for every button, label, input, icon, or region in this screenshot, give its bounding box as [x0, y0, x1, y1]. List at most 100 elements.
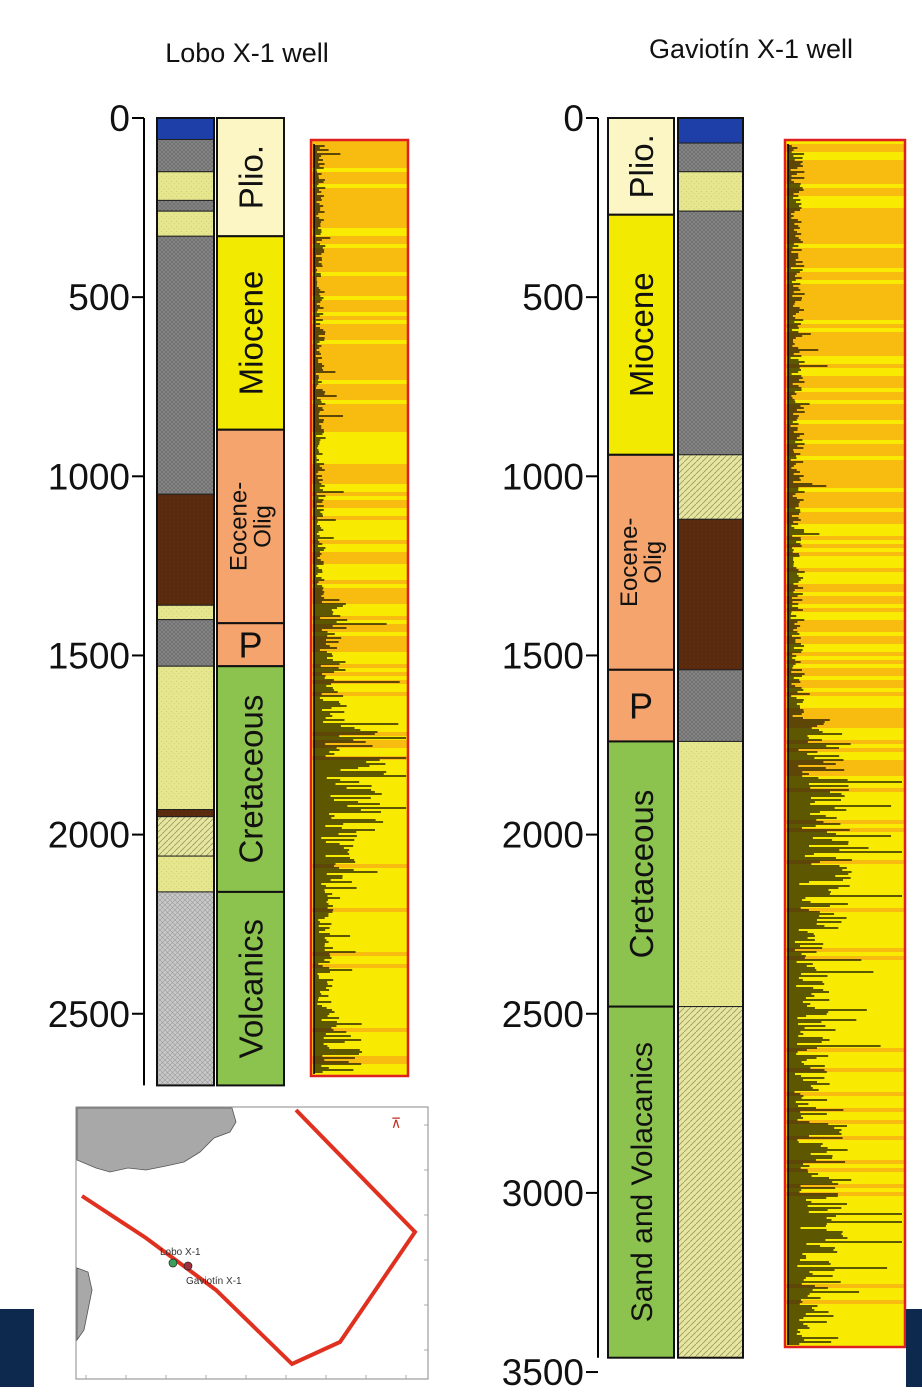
log-shading-band: [785, 168, 905, 172]
log-shading-band: [785, 300, 905, 304]
log-shading-band: [785, 660, 905, 664]
log-shading-band: [785, 332, 905, 336]
depth-tick-label: 1000: [48, 456, 130, 497]
log-shading-band: [785, 276, 905, 280]
log-shading-band: [311, 648, 408, 652]
log-shading-band: [311, 592, 408, 596]
log-shading-band: [311, 540, 408, 544]
log-shading-band: [311, 236, 408, 240]
north-arrow-icon: ⊼: [391, 1115, 401, 1131]
depth-tick-label: 500: [522, 277, 584, 318]
log-shading-band: [311, 404, 408, 408]
log-shading-band: [311, 204, 408, 208]
log-shading-band: [311, 224, 408, 228]
log-shading-band: [311, 596, 408, 600]
age-label-line: Cretaceous: [623, 790, 660, 959]
log-shading-band: [311, 412, 408, 416]
log-shading-band: [311, 332, 408, 336]
age-label-line: Eocene-: [226, 482, 253, 571]
log-shading-band: [311, 188, 408, 192]
log-shading-band: [311, 352, 408, 356]
log-shading-band: [785, 500, 905, 504]
litho-shale-bed: [677, 669, 744, 742]
gamma-log-trace: [788, 145, 902, 1345]
litho-sand-bed: [156, 855, 215, 893]
log-shading-band: [311, 1028, 408, 1032]
log-shading-band: [311, 472, 408, 476]
log-shading-band: [311, 208, 408, 212]
log-shading-band: [311, 256, 408, 260]
log-shading-band: [785, 396, 905, 400]
log-shading-band: [311, 308, 408, 312]
map-well-gaviotin: [183, 1261, 193, 1271]
depth-tick-label: 2000: [48, 815, 130, 856]
depth-tick-label: 0: [563, 98, 584, 139]
map-ticks: [85, 1124, 428, 1379]
log-shading-band: [785, 764, 905, 768]
log-shading-band: [311, 580, 408, 584]
log-shading-band: [785, 640, 905, 644]
age-interval: [607, 740, 675, 1008]
age-label: Cretaceous: [623, 790, 660, 959]
age-label: Miocene: [232, 271, 269, 396]
log-shading-band: [311, 172, 408, 176]
log-shading-band: [785, 1168, 905, 1172]
gaviotin-well-column: 0 500 1000 1500 2000 2500 3000 3500 Plio. Miocene…: [502, 98, 907, 1392]
log-shading-band: [785, 504, 905, 508]
log-shading-band: [785, 1048, 905, 1052]
gamma-log-trace: [314, 145, 407, 1073]
age-label: P: [629, 686, 653, 727]
log-shading-band: [311, 396, 408, 400]
age-label-line: Miocene: [623, 272, 660, 397]
log-shading-band: [785, 820, 905, 824]
age-label: Plio.: [623, 134, 660, 198]
lobo-well-column: 0 500 1000 1500 2000 2500 Plio. Miocene Eocene-O…: [48, 98, 410, 1087]
age-label-line: Eocene-: [616, 518, 643, 607]
age-interval: [216, 890, 285, 1087]
log-shading-band: [311, 348, 408, 352]
log-shading-band: [785, 296, 905, 300]
log-shading-band: [785, 404, 905, 408]
log-shading-band: [785, 544, 905, 548]
log-shading-band: [785, 392, 905, 396]
log-shading-band: [785, 144, 905, 148]
log-shading-band: [785, 628, 905, 632]
log-shading-band: [311, 152, 408, 156]
log-shading-band: [785, 164, 905, 168]
log-shading-band: [311, 176, 408, 180]
log-shading-band: [311, 288, 408, 292]
log-shading-band: [785, 364, 905, 368]
log-shading-band: [785, 160, 905, 164]
log-shading-band: [785, 212, 905, 216]
age-label-line: Miocene: [232, 271, 269, 396]
log-shading-band: [785, 1092, 905, 1096]
map-well-lobo: [168, 1258, 178, 1268]
log-shading-band: [311, 364, 408, 368]
age-interval: [607, 453, 675, 671]
age-label: Sand and Volacanics: [626, 1042, 659, 1322]
log-shading-band: [311, 864, 408, 868]
map-land-north: [76, 1107, 237, 1173]
litho-sand-bed: [677, 171, 744, 212]
log-shading-band: [785, 496, 905, 500]
log-shading-band: [785, 292, 905, 296]
log-shading-band: [785, 304, 905, 308]
log-shading-band: [311, 372, 408, 376]
log-shading-band: [785, 584, 905, 588]
log-shading-band: [785, 760, 905, 764]
log-shading-band: [311, 260, 408, 264]
litho-shale-bed: [156, 199, 215, 212]
depth-tick-label: 0: [109, 98, 130, 139]
litho-sand-bed: [156, 604, 215, 621]
log-shading-band: [311, 252, 408, 256]
log-shading-band: [785, 860, 905, 864]
log-shading-band: [311, 344, 408, 348]
log-shading-band: [785, 472, 905, 476]
log-shading-band: [785, 588, 905, 592]
log-shading-band: [785, 432, 905, 436]
map-label-lobo: Lobo X-1: [160, 1247, 201, 1258]
log-shading-band: [311, 276, 408, 280]
log-shading-band: [785, 740, 905, 744]
log-shading-band: [311, 664, 408, 668]
age-label-line: Cretaceous: [232, 695, 269, 864]
